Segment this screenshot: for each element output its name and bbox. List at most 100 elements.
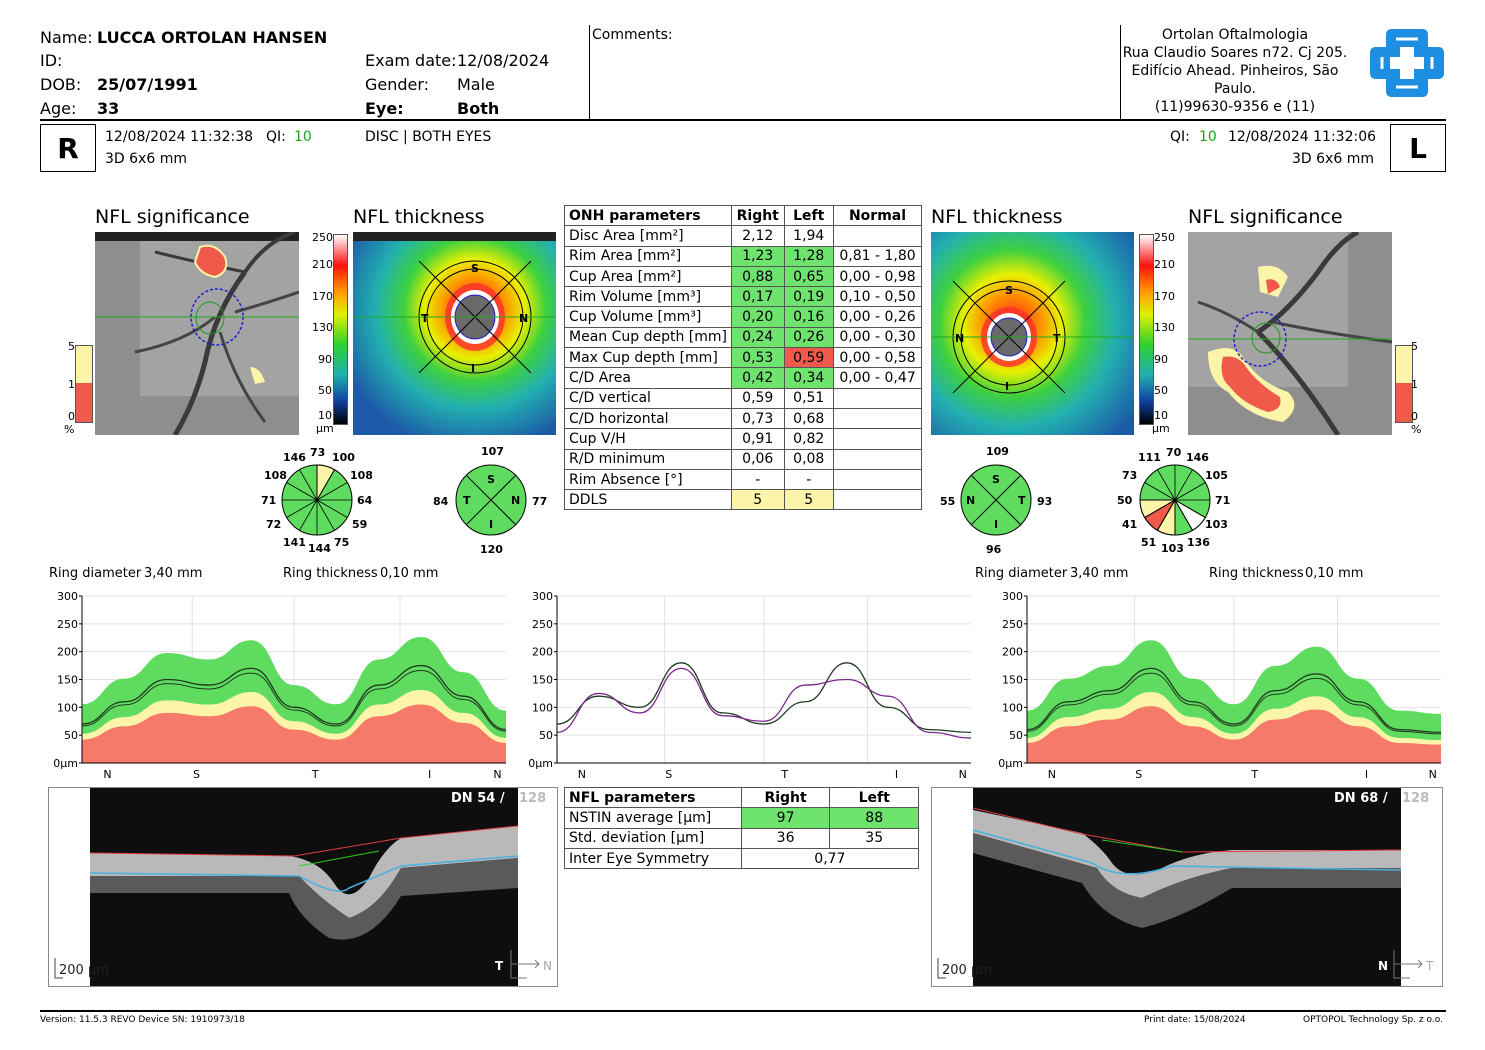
onh-row-right: 0,24 — [730, 326, 785, 349]
tsnit-y-tick: 200 — [1002, 646, 1023, 659]
left-map-sector-s: S — [1005, 284, 1013, 297]
nfl-row-right: 97 — [740, 807, 831, 829]
onh-row-normal: 0,00 - 0,58 — [833, 347, 922, 369]
tsnit-y-tick: 0µm — [53, 757, 78, 770]
left-clock-7: 103 — [1161, 542, 1184, 555]
left-bscan-dir-right: T — [1425, 959, 1434, 973]
tsnit-mean-line — [1026, 672, 1442, 735]
tsnit-abnormal-band — [82, 704, 506, 763]
right-thick-90: 90 — [318, 353, 332, 366]
onh-row-normal: 0,10 - 0,50 — [833, 286, 922, 308]
left-significance-fundus-image — [1188, 232, 1392, 435]
onh-row-normal — [833, 428, 922, 450]
left-eye-indicator: L — [1390, 124, 1446, 172]
onh-row-right: 1,23 — [730, 245, 785, 267]
tsnit-y-tick: 0µm — [528, 757, 553, 770]
onh-row: Cup Volume [mm³] 0,20 0,16 0,00 - 0,26 — [564, 306, 922, 328]
id-label: ID: — [40, 51, 63, 70]
tsnit-series-line — [1026, 667, 1442, 734]
left-thick-250: 250 — [1154, 231, 1175, 244]
tsnit-y-tick: 100 — [1002, 701, 1023, 714]
left-map-sector-i: I — [1005, 380, 1009, 393]
age-value: 33 — [97, 99, 120, 118]
left-map-sector-t: T — [1053, 332, 1061, 345]
left-clock-3: 105 — [1205, 469, 1228, 482]
onh-row-label: DDLS — [564, 489, 732, 511]
right-eye-indicator: R — [40, 124, 96, 172]
left-qi-value: 10 — [1199, 129, 1217, 145]
left-clock-2: 146 — [1186, 451, 1209, 464]
nfl-header-row: NFL parameters Right Left — [564, 786, 919, 809]
nfl-header-right: Right — [740, 786, 831, 809]
right-nfl-thickness-title: NFL thickness — [353, 206, 485, 228]
nfl-row-label: Inter Eye Symmetry — [564, 847, 742, 870]
left-clock-5: 103 — [1205, 518, 1228, 531]
left-bscan-direction-arrow-icon — [1393, 950, 1423, 979]
nfl-row-label: Std. deviation [µm] — [564, 827, 742, 849]
nfl-header-param: NFL parameters — [564, 786, 742, 809]
tsnit-x-tick: N — [103, 768, 111, 781]
right-map-sector-i: I — [471, 362, 475, 375]
onh-row-label: Rim Area [mm²] — [564, 245, 732, 267]
right-qi-value: 10 — [294, 129, 312, 145]
tsnit-y-tick: 150 — [532, 674, 553, 687]
left-thick-10: 10 — [1154, 409, 1168, 422]
onh-header-normal: Normal — [833, 204, 922, 227]
nfl-row-value: 0,77 — [740, 847, 920, 870]
onh-row-left: 0,16 — [783, 306, 834, 328]
right-thick-170: 170 — [312, 290, 333, 303]
scan-protocol: DISC | BOTH EYES — [365, 129, 492, 145]
onh-row-right: 2,12 — [730, 225, 785, 247]
tsnit-y-tick: 0µm — [998, 757, 1023, 770]
tsnit-x-tick: N — [1048, 768, 1056, 781]
right-clock-12: 146 — [283, 451, 306, 464]
left-thick-50: 50 — [1154, 384, 1168, 397]
onh-row-right: 0,20 — [730, 306, 785, 328]
onh-row: Mean Cup depth [mm] 0,24 0,26 0,00 - 0,30 — [564, 326, 922, 349]
left-thick-210: 210 — [1154, 258, 1175, 271]
right-quad-right: 77 — [532, 495, 547, 508]
right-nfl-significance-title: NFL significance — [95, 206, 250, 228]
right-thickness-scale — [333, 234, 348, 425]
onh-row-left: 0,68 — [783, 407, 834, 430]
nfl-header-left: Left — [829, 786, 919, 809]
left-quad-label-s: S — [992, 473, 1000, 486]
left-sig-label-unit: % — [1411, 423, 1422, 436]
onh-row-left: 0,26 — [783, 326, 834, 349]
left-map-sector-n: N — [955, 332, 964, 345]
onh-row-normal — [833, 387, 922, 409]
tsnit-y-tick: 250 — [57, 618, 78, 631]
right-scan-datetime: 12/08/2024 11:32:38 — [105, 129, 254, 145]
tsnit-y-tick: 300 — [1002, 590, 1023, 603]
right-clock-6: 75 — [334, 536, 349, 549]
right-clock-3: 108 — [350, 469, 373, 482]
onh-row-left: 0,65 — [783, 265, 834, 288]
right-clock-9: 72 — [266, 518, 281, 531]
right-thick-130: 130 — [312, 321, 333, 334]
left-ring-diameter-label: Ring diameter — [975, 566, 1068, 581]
left-clock-8: 51 — [1141, 536, 1156, 549]
onh-row-left: 0,82 — [783, 428, 834, 450]
onh-row-left: 5 — [783, 489, 834, 511]
onh-parameters-table: ONH parameters Right Left Normal Disc Ar… — [564, 204, 922, 511]
dob-value: 25/07/1991 — [97, 75, 198, 94]
onh-row-normal: 0,81 - 1,80 — [833, 245, 922, 267]
clinic-address-2: Edifício Ahead. Pinheiros, São — [1131, 63, 1339, 79]
left-quad-right: 93 — [1037, 495, 1052, 508]
right-map-sector-s: S — [471, 262, 479, 275]
left-sig-label-1: 1 — [1411, 378, 1418, 391]
name-label: Name: — [40, 28, 93, 47]
onh-header-left: Left — [783, 204, 834, 227]
onh-row: Rim Absence [°] - - — [564, 468, 922, 491]
onh-row-normal — [833, 448, 922, 470]
right-ring-diameter-value: 3,40 mm — [144, 566, 203, 581]
right-ring-diameter-label: Ring diameter — [49, 566, 142, 581]
right-bscan-dir-right: N — [543, 959, 552, 973]
left-thickness-scale — [1139, 234, 1154, 425]
left-bscan-dn-max: 128 — [1402, 791, 1429, 806]
nfl-row-left: 35 — [829, 827, 919, 849]
onh-row-right: 0,59 — [730, 387, 785, 409]
nfl-row-nstin: NSTIN average [µm] 97 88 — [564, 807, 919, 829]
clinic-divider — [1120, 25, 1121, 119]
onh-row-label: Cup V/H — [564, 428, 732, 450]
